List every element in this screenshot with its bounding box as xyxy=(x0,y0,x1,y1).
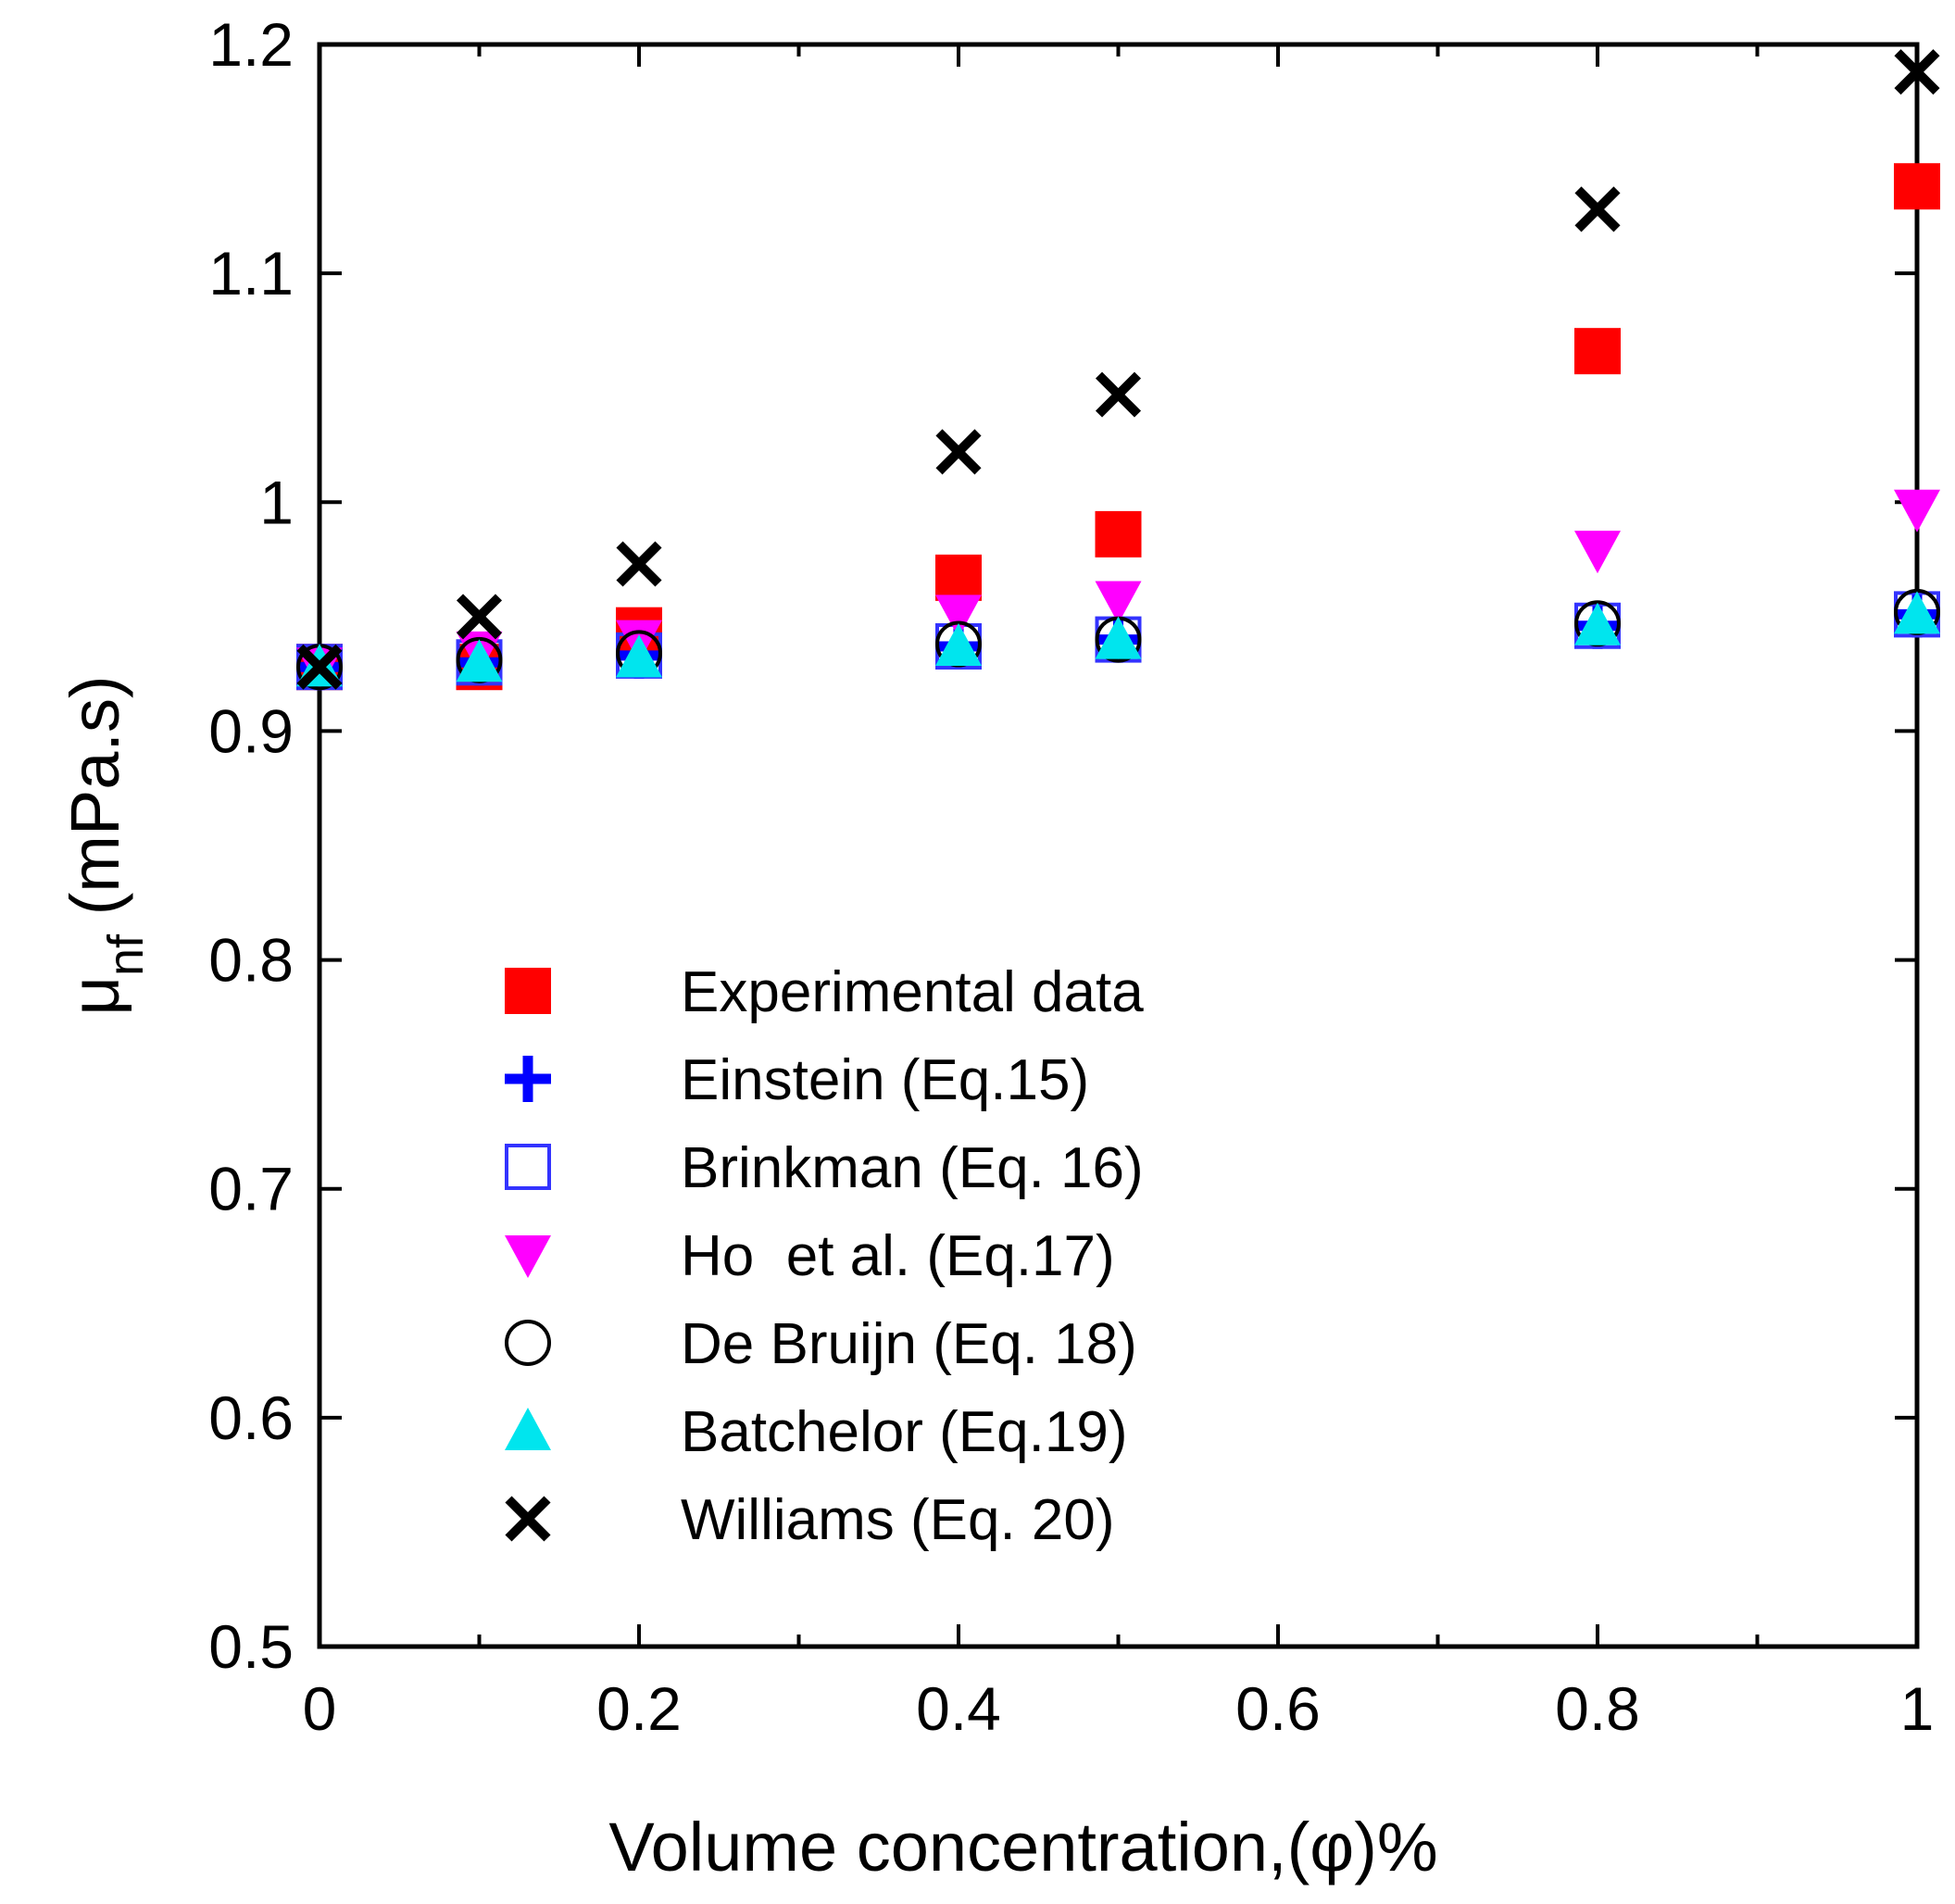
axis-ticks xyxy=(318,43,1919,1648)
data-point xyxy=(935,595,982,638)
y-tick-label: 0.5 xyxy=(208,1612,294,1681)
data-point xyxy=(935,622,982,666)
tick-labels: 0 0.2 0.4 0.6 0.8 1 0.5 0.6 0.7 0.8 0.9 1 1.1 1.2 xyxy=(208,10,1934,1743)
data-point xyxy=(456,639,503,683)
data-point xyxy=(616,541,662,587)
legend-item: Ho et al. (Eq.17) xyxy=(505,1224,1115,1288)
legend-label: Williams (Eq. 20) xyxy=(681,1488,1115,1552)
y-tick-label: 0.6 xyxy=(208,1384,294,1452)
legend-item: Batchelor (Eq.19) xyxy=(505,1400,1127,1464)
x-tick-label: 0 xyxy=(303,1674,337,1743)
data-point xyxy=(296,644,343,690)
legend-item: Brinkman (Eq. 16) xyxy=(505,1136,1144,1200)
data-point xyxy=(1894,163,1940,210)
x-tick-label: 0.8 xyxy=(1555,1674,1640,1743)
legend-label: De Bruijn (Eq. 18) xyxy=(681,1312,1137,1376)
y-tick-label: 0.9 xyxy=(208,696,294,765)
data-point xyxy=(616,634,662,678)
x-tick-label: 0.6 xyxy=(1235,1674,1321,1743)
data-point xyxy=(456,594,503,640)
x-tick-label: 0.4 xyxy=(916,1674,1001,1743)
legend-item: Experimental data xyxy=(505,960,1144,1024)
legend-marker xyxy=(505,1496,551,1542)
legend-label: Brinkman (Eq. 16) xyxy=(681,1136,1144,1200)
y-tick-label: 0.7 xyxy=(208,1155,294,1223)
data-point xyxy=(1574,531,1621,574)
legend-marker xyxy=(505,1408,551,1450)
legend: Experimental data Einstein (Eq.15) Brinkma… xyxy=(505,960,1144,1552)
legend-label: Ho et al. (Eq.17) xyxy=(681,1224,1115,1288)
data-point xyxy=(1894,489,1940,532)
y-axis-label-unit: (mPa.s) xyxy=(56,675,133,934)
legend-marker xyxy=(505,1056,551,1102)
legend-label: Batchelor (Eq.19) xyxy=(681,1400,1127,1464)
y-tick-label: 1.2 xyxy=(208,10,294,79)
data-point xyxy=(1095,581,1142,624)
data-point xyxy=(1894,591,1940,634)
data-point xyxy=(1574,186,1621,232)
data-point xyxy=(1095,371,1142,418)
data-point xyxy=(935,554,982,601)
data-point xyxy=(1095,616,1142,659)
legend-item: Williams (Eq. 20) xyxy=(505,1488,1115,1552)
legend-item: De Bruijn (Eq. 18) xyxy=(505,1312,1137,1376)
y-tick-label: 1.1 xyxy=(208,239,294,307)
x-axis-label: Volume concentration,(φ)% xyxy=(608,1809,1437,1885)
legend-marker xyxy=(505,1235,551,1278)
y-axis-label-subscript: nf xyxy=(98,933,154,976)
legend-label: Experimental data xyxy=(681,960,1144,1024)
y-axis-label: μnf (mPa.s) xyxy=(56,675,154,1015)
data-point xyxy=(1894,49,1940,95)
y-tick-label: 1 xyxy=(259,468,294,536)
x-tick-label: 0.2 xyxy=(596,1674,682,1743)
legend-marker xyxy=(505,1320,551,1366)
data-point xyxy=(1574,602,1621,645)
x-tick-label: 1 xyxy=(1900,1674,1935,1743)
data-point xyxy=(1095,510,1142,557)
data-point xyxy=(1574,328,1621,375)
y-tick-label: 0.8 xyxy=(208,926,294,995)
data-point xyxy=(935,429,982,475)
legend-marker xyxy=(505,1144,551,1190)
legend-label: Einstein (Eq.15) xyxy=(681,1048,1089,1112)
y-axis-label-symbol: μ xyxy=(56,976,133,1016)
data-marks xyxy=(296,49,1940,691)
legend-marker xyxy=(505,968,551,1014)
legend-item: Einstein (Eq.15) xyxy=(505,1048,1089,1112)
